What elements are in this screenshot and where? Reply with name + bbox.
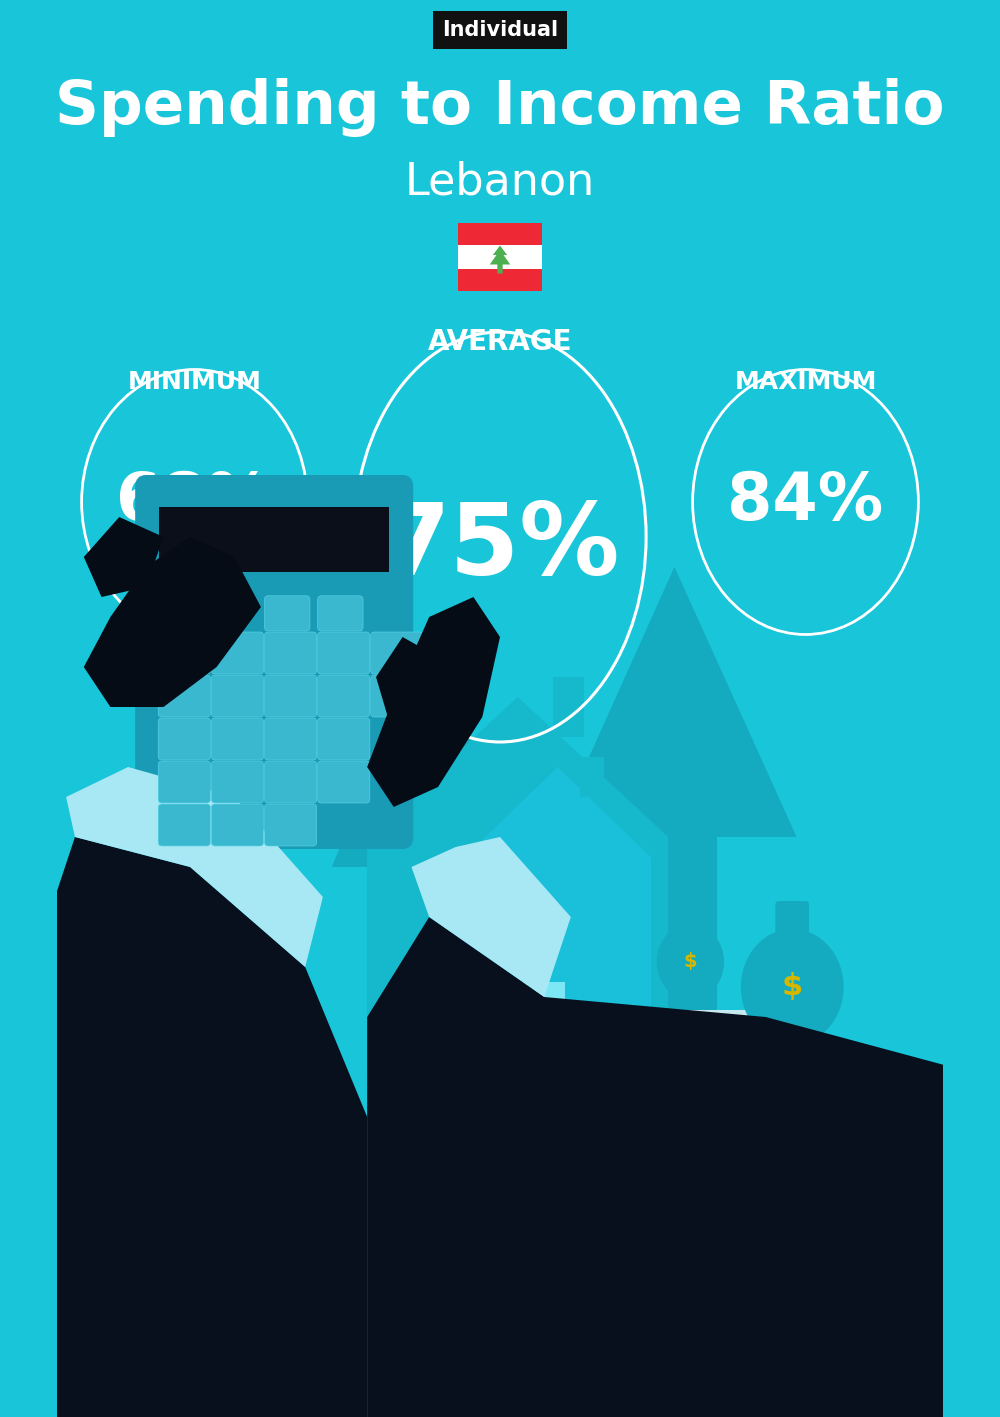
FancyBboxPatch shape bbox=[158, 632, 210, 674]
FancyBboxPatch shape bbox=[672, 1046, 798, 1056]
FancyBboxPatch shape bbox=[580, 757, 604, 796]
FancyBboxPatch shape bbox=[159, 507, 389, 572]
Circle shape bbox=[741, 930, 844, 1044]
FancyBboxPatch shape bbox=[318, 595, 363, 631]
Text: 68%: 68% bbox=[116, 470, 273, 534]
Polygon shape bbox=[490, 245, 510, 273]
FancyBboxPatch shape bbox=[679, 904, 702, 932]
FancyBboxPatch shape bbox=[158, 761, 210, 803]
FancyBboxPatch shape bbox=[318, 632, 370, 674]
Polygon shape bbox=[332, 638, 527, 867]
FancyBboxPatch shape bbox=[264, 632, 317, 674]
FancyBboxPatch shape bbox=[318, 761, 370, 803]
Text: Spending to Income Ratio: Spending to Income Ratio bbox=[55, 78, 945, 136]
FancyBboxPatch shape bbox=[465, 857, 651, 1067]
Text: 75%: 75% bbox=[380, 499, 620, 595]
FancyBboxPatch shape bbox=[458, 245, 542, 269]
Text: MAXIMUM: MAXIMUM bbox=[734, 370, 877, 394]
FancyBboxPatch shape bbox=[264, 803, 317, 846]
FancyBboxPatch shape bbox=[211, 761, 264, 803]
FancyBboxPatch shape bbox=[458, 222, 542, 245]
FancyBboxPatch shape bbox=[211, 718, 264, 760]
Polygon shape bbox=[48, 837, 367, 1417]
FancyBboxPatch shape bbox=[672, 1034, 798, 1044]
Polygon shape bbox=[84, 517, 164, 597]
FancyBboxPatch shape bbox=[135, 475, 413, 849]
FancyBboxPatch shape bbox=[264, 718, 317, 760]
FancyBboxPatch shape bbox=[264, 674, 317, 717]
FancyBboxPatch shape bbox=[398, 717, 460, 998]
FancyBboxPatch shape bbox=[553, 677, 584, 737]
FancyBboxPatch shape bbox=[318, 718, 370, 760]
Text: Lebanon: Lebanon bbox=[405, 160, 595, 204]
FancyBboxPatch shape bbox=[633, 687, 717, 1067]
FancyBboxPatch shape bbox=[371, 674, 423, 717]
Polygon shape bbox=[367, 597, 500, 808]
Polygon shape bbox=[553, 567, 797, 837]
FancyBboxPatch shape bbox=[371, 632, 423, 674]
Text: Individual: Individual bbox=[442, 20, 558, 40]
Polygon shape bbox=[66, 767, 323, 966]
FancyBboxPatch shape bbox=[158, 803, 210, 846]
FancyBboxPatch shape bbox=[672, 1010, 798, 1020]
Text: MINIMUM: MINIMUM bbox=[128, 370, 261, 394]
FancyBboxPatch shape bbox=[211, 632, 264, 674]
FancyBboxPatch shape bbox=[534, 982, 565, 1067]
FancyBboxPatch shape bbox=[672, 1058, 798, 1068]
FancyBboxPatch shape bbox=[458, 269, 542, 290]
FancyBboxPatch shape bbox=[672, 1022, 798, 1032]
Polygon shape bbox=[465, 767, 651, 857]
Polygon shape bbox=[376, 638, 438, 737]
FancyBboxPatch shape bbox=[211, 674, 264, 717]
Polygon shape bbox=[367, 697, 668, 837]
Text: 84%: 84% bbox=[727, 470, 884, 534]
Polygon shape bbox=[84, 537, 261, 707]
FancyBboxPatch shape bbox=[264, 761, 317, 803]
FancyBboxPatch shape bbox=[211, 803, 264, 846]
FancyBboxPatch shape bbox=[367, 837, 668, 1067]
FancyBboxPatch shape bbox=[264, 595, 310, 631]
Text: AVERAGE: AVERAGE bbox=[428, 327, 572, 356]
Polygon shape bbox=[411, 837, 571, 998]
Polygon shape bbox=[367, 917, 952, 1417]
Text: $: $ bbox=[684, 952, 697, 972]
FancyBboxPatch shape bbox=[496, 982, 527, 1067]
FancyBboxPatch shape bbox=[775, 901, 809, 941]
FancyBboxPatch shape bbox=[158, 718, 210, 760]
FancyBboxPatch shape bbox=[318, 674, 370, 717]
Circle shape bbox=[657, 924, 724, 1000]
Text: $: $ bbox=[782, 972, 803, 1002]
FancyBboxPatch shape bbox=[158, 674, 210, 717]
